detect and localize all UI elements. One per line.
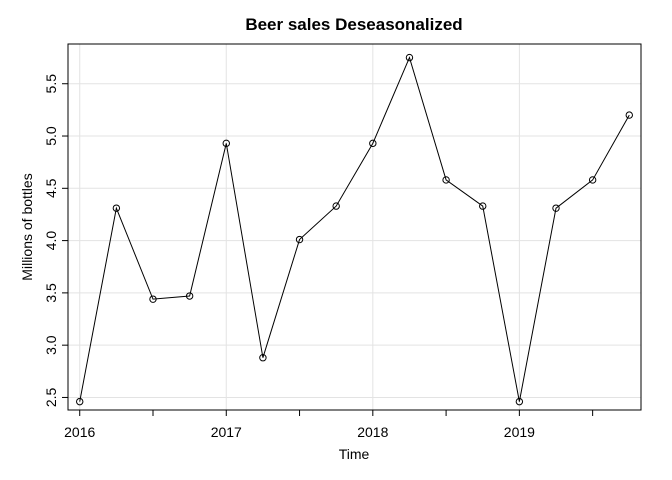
x-axis-label: Time — [339, 446, 370, 462]
y-tick-label: 2.5 — [43, 388, 59, 408]
data-point — [369, 139, 377, 148]
data-point — [222, 139, 230, 148]
y-tick-label: 5.0 — [43, 126, 59, 146]
x-tick-label: 2016 — [64, 424, 95, 440]
series-layer — [76, 53, 633, 406]
data-point — [515, 397, 524, 406]
data-point — [405, 53, 414, 62]
y-tick-label: 3.0 — [43, 335, 59, 355]
data-point — [259, 354, 267, 362]
data-point — [625, 111, 633, 119]
x-tick-label: 2017 — [211, 424, 242, 440]
data-point — [76, 397, 84, 406]
y-axis-label: Millions of bottles — [19, 173, 35, 280]
x-tick-label: 2018 — [357, 424, 388, 440]
data-point — [588, 176, 597, 184]
grid — [68, 44, 641, 410]
data-point — [112, 204, 121, 212]
chart-title: Beer sales Deseasonalized — [245, 15, 462, 34]
data-point — [332, 202, 340, 210]
data-point — [295, 235, 304, 244]
data-point — [185, 292, 194, 300]
series-line — [79, 56, 630, 402]
y-tick-label: 4.0 — [43, 231, 59, 251]
x-tick-label: 2019 — [504, 424, 535, 440]
y-tick-label: 4.5 — [43, 178, 59, 198]
y-tick-label: 3.5 — [43, 283, 59, 303]
x-axis: 2016 2017 2018 2019 — [64, 410, 594, 440]
data-point — [149, 295, 157, 303]
y-tick-label: 5.5 — [43, 74, 59, 94]
y-axis: 2.5 3.0 3.5 4.0 4.5 5.0 5.5 — [43, 74, 68, 407]
data-point — [479, 202, 487, 210]
data-point — [552, 204, 560, 212]
plot-frame — [67, 43, 642, 411]
data-point — [442, 176, 450, 184]
